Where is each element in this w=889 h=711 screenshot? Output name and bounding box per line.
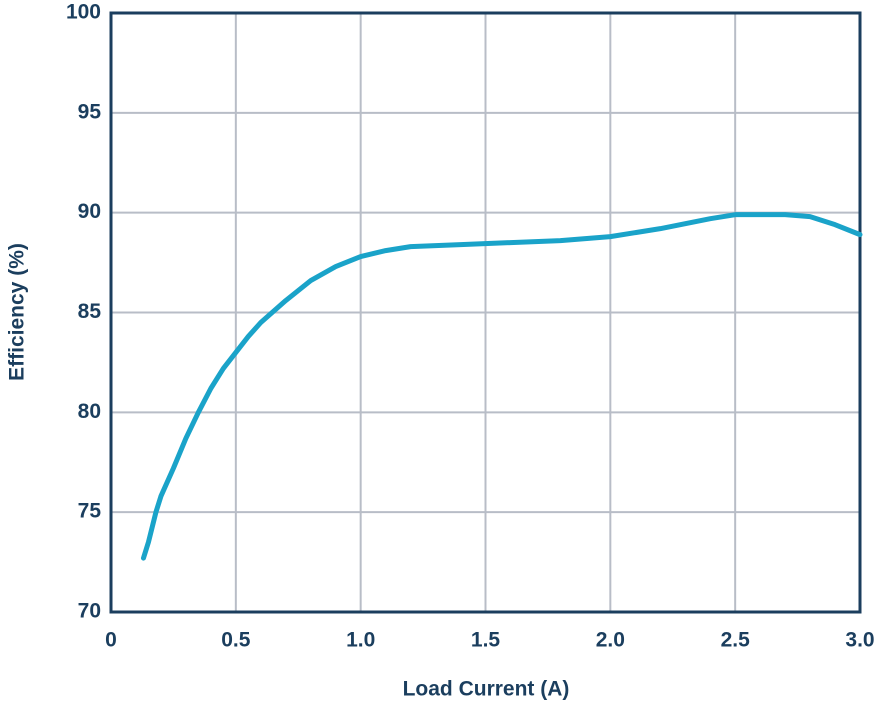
x-tick-label: 1.5 xyxy=(471,629,501,652)
y-tick-label: 90 xyxy=(78,200,101,223)
x-tick-label: 2.0 xyxy=(596,629,625,652)
x-tick-label: 0.5 xyxy=(221,629,251,652)
y-tick-label: 75 xyxy=(78,500,102,523)
plot-frame xyxy=(109,11,862,614)
y-tick-label: 80 xyxy=(78,400,101,423)
y-axis-label: Efficiency (%) xyxy=(6,243,29,381)
x-tick-label: 3.0 xyxy=(845,629,874,652)
y-tick-label: 70 xyxy=(78,600,101,623)
data-line xyxy=(140,212,863,561)
y-tick-label: 95 xyxy=(78,100,102,123)
x-tick-label: 0 xyxy=(105,629,117,652)
x-axis-label: Load Current (A) xyxy=(403,678,570,701)
y-tick-label: 85 xyxy=(78,300,102,323)
x-tick-label: 1.0 xyxy=(346,629,375,652)
y-tick-label: 100 xyxy=(66,1,101,24)
x-tick-label: 2.5 xyxy=(721,629,751,652)
